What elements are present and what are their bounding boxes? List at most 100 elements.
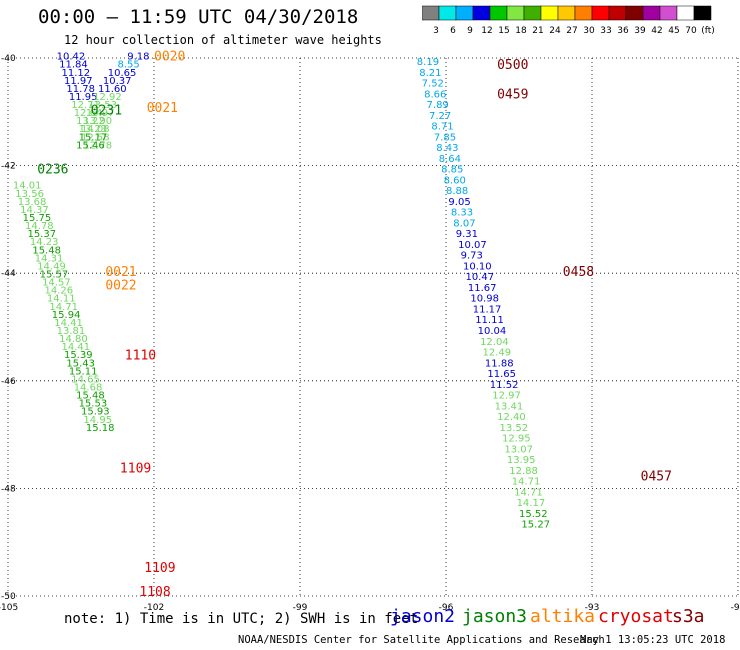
swh-value: 12.40 — [497, 412, 526, 423]
swh-value: 11.17 — [473, 304, 502, 315]
pass-time-label: 0500 — [497, 58, 528, 73]
swh-value: 11.60 — [98, 84, 127, 95]
pass-time-label: 0021 — [147, 101, 178, 116]
swh-value: 12.92 — [93, 92, 122, 103]
swh-value: 11.67 — [468, 283, 497, 294]
legend-tick-label: 3 — [433, 26, 439, 35]
swh-value: 13.41 — [495, 401, 524, 412]
swh-value: 10.37 — [103, 76, 132, 87]
swh-value: 15.27 — [521, 520, 550, 531]
swh-value: 14.57 — [42, 278, 71, 289]
swh-value: 9.31 — [456, 229, 478, 240]
swh-value: 10.07 — [458, 240, 487, 251]
swh-value: 13.23 — [79, 124, 108, 135]
swh-value: 13.81 — [57, 326, 86, 337]
y-tick-label: -42 — [1, 162, 16, 172]
swh-value: 8.21 — [419, 68, 441, 79]
legend-tick-label: 36 — [617, 26, 629, 35]
legend-tick-label: 39 — [634, 26, 646, 35]
swh-value: 9.05 — [448, 197, 470, 208]
legend-jason3: jason3 — [462, 606, 528, 627]
swh-value: 9.73 — [461, 251, 483, 262]
swh-value: 8.71 — [431, 122, 453, 133]
swh-value: 12.64 — [74, 108, 103, 119]
x-tick-label: -102 — [144, 603, 164, 613]
swh-value: 12.88 — [509, 466, 538, 477]
pass-time-label: 1109 — [144, 561, 175, 576]
map-title: 00:00 – 11:59 UTC 04/30/2018 — [38, 6, 359, 28]
swh-value: 14.71 — [514, 487, 543, 498]
legend-tick-label: 18 — [515, 26, 527, 35]
swh-value: 15.75 — [23, 213, 52, 224]
swh-value: 11.97 — [64, 76, 93, 87]
pass-time-label: 0231 — [91, 103, 122, 118]
swh-value: 8.55 — [118, 60, 140, 71]
legend-tick-label: 21 — [532, 26, 543, 35]
swh-value: 14.11 — [47, 294, 76, 305]
swh-value: 11.95 — [69, 92, 98, 103]
swh-value: 8.88 — [446, 186, 468, 197]
swh-value: 7.85 — [434, 132, 456, 143]
legend-tick-label: 70 — [685, 26, 697, 35]
swh-value: 8.85 — [441, 165, 463, 176]
swh-value: 15.57 — [40, 270, 69, 281]
swh-value: 13.56 — [15, 189, 44, 200]
swh-value: 13.95 — [507, 455, 536, 466]
swh-value: 14.78 — [25, 221, 54, 232]
legend-tick-label: 33 — [600, 26, 611, 35]
swh-value: 14.68 — [74, 382, 103, 393]
swh-value: 10.47 — [465, 272, 494, 283]
color-scale-legend: 3 6 9 12 15 18 21 24 27 30 33 36 39 42 45 70 (ft) — [422, 5, 715, 35]
swh-value: 14.71 — [512, 477, 541, 488]
swh-value: 14.31 — [35, 253, 64, 264]
swh-value: 13.22 — [76, 116, 105, 127]
swh-value: 14.41 — [54, 318, 83, 329]
swh-value: 9.18 — [127, 52, 149, 63]
swh-value: 14.71 — [49, 302, 78, 313]
pass-time-label: 0020 — [154, 50, 185, 65]
swh-value: 12.97 — [492, 391, 521, 402]
swh-value: 7.52 — [422, 79, 444, 90]
swh-value: 8.19 — [417, 57, 439, 68]
swh-value: 8.07 — [453, 218, 475, 229]
legend-tick-label: 30 — [583, 26, 595, 35]
swh-value: 15.17 — [79, 132, 108, 143]
x-tick-label: -96 — [439, 603, 454, 613]
footer-note: note: 1) Time is in UTC; 2) SWH is in fe… — [64, 611, 419, 627]
legend-tick-label: (ft) — [701, 26, 715, 35]
legend-tick-label: 42 — [651, 26, 662, 35]
swh-value: 14.23 — [30, 237, 59, 248]
y-tick-label: -40 — [1, 54, 16, 64]
legend-altika: altika — [530, 606, 596, 627]
swh-value: 15.93 — [81, 407, 110, 418]
swh-value: 15.46 — [76, 140, 105, 151]
swh-value: 14.08 — [81, 124, 110, 135]
y-tick-label: -46 — [1, 377, 16, 387]
swh-value: 11.52 — [490, 380, 519, 391]
legend-jason2: jason2 — [390, 606, 456, 627]
legend-tick-label: 6 — [450, 26, 456, 35]
swh-value: 13.52 — [500, 423, 529, 434]
pass-time-label: 0021 — [105, 265, 136, 280]
swh-value: 15.48 — [76, 391, 105, 402]
legend-tick-label: 15 — [498, 26, 509, 35]
x-tick-label: -105 — [0, 603, 18, 613]
swh-value: 15.37 — [27, 229, 56, 240]
swh-value: 8.64 — [439, 154, 461, 165]
swh-value: 12.95 — [502, 434, 531, 445]
swh-value: 15.48 — [32, 245, 61, 256]
legend-tick-label: 12 — [481, 26, 492, 35]
swh-value: 12.78 — [83, 140, 112, 151]
swh-value: 14.37 — [20, 205, 49, 216]
legend-tick-label: 27 — [566, 26, 577, 35]
swh-value: 8.66 — [424, 89, 446, 100]
swh-value: 14.01 — [13, 181, 42, 192]
swh-value: 10.42 — [57, 52, 86, 63]
swh-value: 15.94 — [52, 310, 81, 321]
swh-value: 8.43 — [436, 143, 458, 154]
pass-time-label: 1109 — [120, 461, 151, 476]
swh-value: 7.27 — [429, 111, 451, 122]
swh-value: 14.80 — [59, 334, 88, 345]
pass-time-label: 0459 — [497, 87, 528, 102]
y-tick-label: -48 — [1, 484, 16, 494]
